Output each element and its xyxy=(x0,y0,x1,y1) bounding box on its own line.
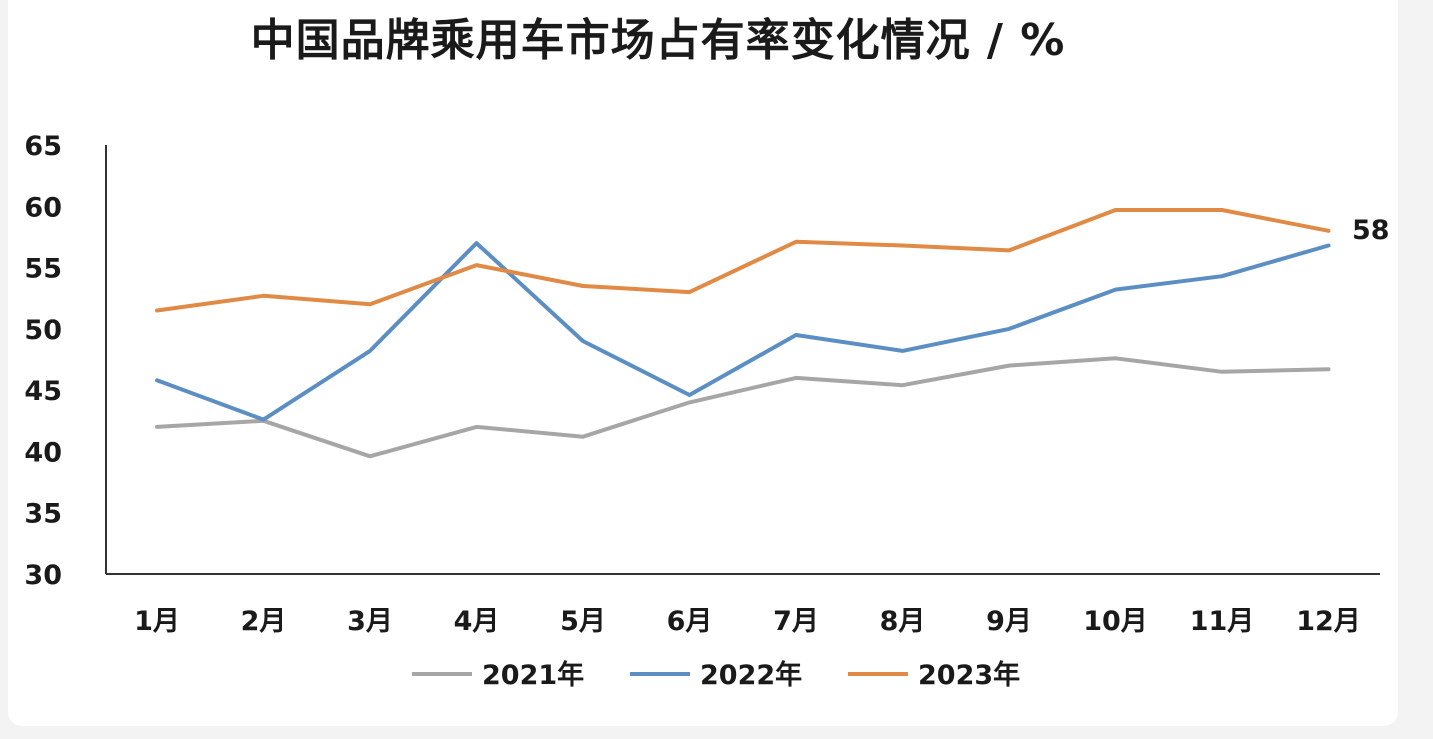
series-line-2022年 xyxy=(155,241,1331,422)
legend-label: 2021年 xyxy=(482,659,584,691)
x-tick-label: 5月 xyxy=(560,606,606,637)
series-line-2021年 xyxy=(155,356,1331,459)
y-tick-label: 60 xyxy=(24,192,62,223)
y-tick-label: 65 xyxy=(24,131,62,162)
x-tick-label: 7月 xyxy=(773,606,819,637)
chart-title: 中国品牌乘用车市场占有率变化情况 / % xyxy=(250,15,1066,66)
y-tick-label: 50 xyxy=(24,315,62,346)
x-tick-label: 8月 xyxy=(880,606,926,637)
x-tick-label: 10月 xyxy=(1083,606,1148,637)
y-tick-label: 55 xyxy=(24,254,62,285)
x-tick-label: 9月 xyxy=(986,606,1032,637)
series-line-2023年 xyxy=(155,208,1331,313)
y-tick-label: 40 xyxy=(24,437,62,468)
legend-label: 2022年 xyxy=(700,659,802,691)
x-axis-tick-labels: 1月 2月 3月 4月 5月 6月 7月 8月 9月 10月 11月 12月 xyxy=(134,606,1361,637)
y-tick-label: 30 xyxy=(24,560,62,591)
x-tick-label: 3月 xyxy=(347,606,393,637)
x-tick-label: 6月 xyxy=(667,606,713,637)
x-tick-label: 4月 xyxy=(454,606,500,637)
x-tick-label: 11月 xyxy=(1190,606,1255,637)
x-tick-label: 2月 xyxy=(241,606,287,637)
end-value-label: 58 xyxy=(1352,215,1390,246)
x-tick-label: 12月 xyxy=(1296,606,1361,637)
y-tick-label: 35 xyxy=(24,499,62,530)
y-axis-tick-labels: 30 35 40 45 50 55 60 65 xyxy=(24,131,62,591)
legend-label: 2023年 xyxy=(918,659,1020,691)
x-tick-label: 1月 xyxy=(134,606,180,637)
series-lines xyxy=(155,208,1331,459)
legend: 2021年 2022年 2023年 xyxy=(412,659,1020,691)
y-tick-label: 45 xyxy=(24,376,62,407)
